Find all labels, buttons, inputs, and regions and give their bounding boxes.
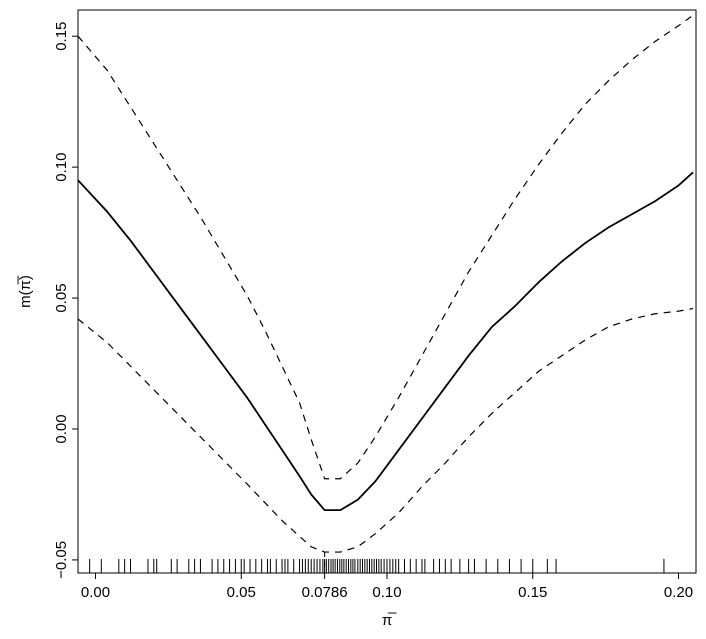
plot-frame <box>78 10 696 573</box>
mean-curve <box>78 172 693 510</box>
x-tick-label: 0.0786 <box>302 584 348 601</box>
y-tick-label: 0.15 <box>53 22 70 51</box>
x-tick-label: 0.10 <box>372 584 401 601</box>
y-tick-label: 0.05 <box>53 283 70 312</box>
chart-svg: 0.00 0.05 0.0786 0.10 0.15 0.20 −0.05 0.00 0.05 0… <box>0 0 706 639</box>
lower-band-curve <box>78 309 693 553</box>
y-tick-label: 0.10 <box>53 153 70 182</box>
chart-container: 0.00 0.05 0.0786 0.10 0.15 0.20 −0.05 0.00 0.05 0… <box>0 0 706 639</box>
rug-ticks <box>90 559 664 573</box>
upper-band-curve <box>78 15 693 478</box>
y-tick-label: −0.05 <box>53 541 70 579</box>
x-tick-label: 0.05 <box>227 584 256 601</box>
curves-group <box>78 15 693 573</box>
y-axis-title: m(π̅) <box>17 275 34 308</box>
y-tick-label: 0.00 <box>53 414 70 443</box>
x-tick-label: 0.00 <box>81 584 110 601</box>
x-tick-label: 0.20 <box>664 584 693 601</box>
x-tick-label: 0.15 <box>518 584 547 601</box>
x-axis-title: π̅ <box>382 612 397 629</box>
